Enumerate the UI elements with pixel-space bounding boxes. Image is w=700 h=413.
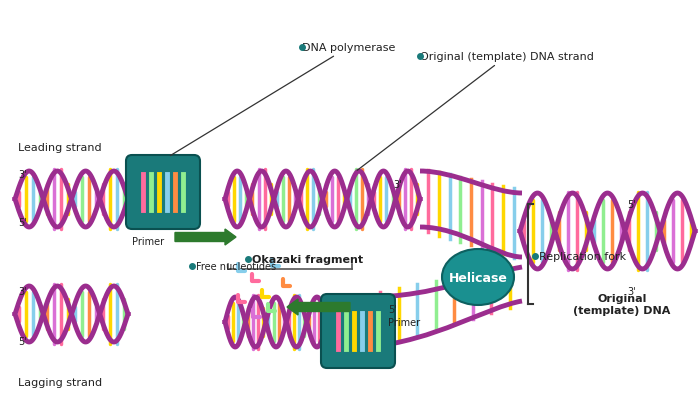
Text: 5': 5' <box>18 336 27 346</box>
FancyArrow shape <box>287 299 350 315</box>
Text: Primer: Primer <box>132 236 164 247</box>
Text: 5': 5' <box>388 304 397 314</box>
Text: Original (template) DNA strand: Original (template) DNA strand <box>357 52 594 171</box>
FancyBboxPatch shape <box>126 156 200 230</box>
Text: 3': 3' <box>393 180 402 190</box>
Text: Leading strand: Leading strand <box>18 142 102 153</box>
Text: 5': 5' <box>18 218 27 228</box>
Text: 3': 3' <box>18 286 27 296</box>
Text: Okazaki fragment: Okazaki fragment <box>252 254 363 264</box>
FancyArrow shape <box>175 230 236 245</box>
Text: Original
(template) DNA: Original (template) DNA <box>573 294 671 315</box>
Text: 5': 5' <box>627 199 636 209</box>
Text: Replication fork: Replication fork <box>539 252 626 261</box>
Text: Lagging strand: Lagging strand <box>18 377 102 387</box>
Ellipse shape <box>442 249 514 305</box>
Text: DNA polymerase: DNA polymerase <box>170 43 396 156</box>
Text: Helicase: Helicase <box>449 271 507 284</box>
FancyBboxPatch shape <box>321 294 395 368</box>
Text: 3': 3' <box>18 170 27 180</box>
Text: Free nucleotides: Free nucleotides <box>196 261 276 271</box>
Text: 3': 3' <box>627 286 636 296</box>
Text: Primer: Primer <box>388 317 420 327</box>
